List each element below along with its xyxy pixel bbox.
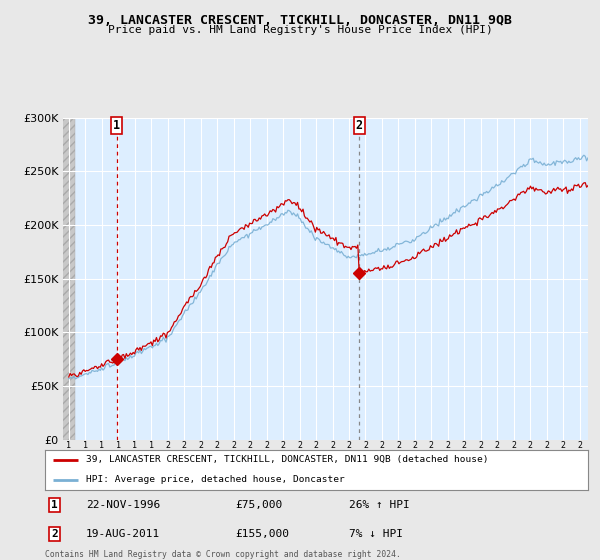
Text: 39, LANCASTER CRESCENT, TICKHILL, DONCASTER, DN11 9QB (detached house): 39, LANCASTER CRESCENT, TICKHILL, DONCAS… bbox=[86, 455, 488, 464]
Text: 2: 2 bbox=[52, 529, 58, 539]
Text: 26% ↑ HPI: 26% ↑ HPI bbox=[349, 500, 410, 510]
Text: 7% ↓ HPI: 7% ↓ HPI bbox=[349, 529, 403, 539]
Text: HPI: Average price, detached house, Doncaster: HPI: Average price, detached house, Donc… bbox=[86, 475, 344, 484]
Text: 19-AUG-2011: 19-AUG-2011 bbox=[86, 529, 160, 539]
Text: 22-NOV-1996: 22-NOV-1996 bbox=[86, 500, 160, 510]
Text: 1: 1 bbox=[113, 119, 120, 132]
Text: 39, LANCASTER CRESCENT, TICKHILL, DONCASTER, DN11 9QB: 39, LANCASTER CRESCENT, TICKHILL, DONCAS… bbox=[88, 14, 512, 27]
Text: 1: 1 bbox=[52, 500, 58, 510]
Text: 2: 2 bbox=[356, 119, 363, 132]
Text: Contains HM Land Registry data © Crown copyright and database right 2024.
This d: Contains HM Land Registry data © Crown c… bbox=[45, 550, 401, 560]
Text: £75,000: £75,000 bbox=[235, 500, 282, 510]
Text: Price paid vs. HM Land Registry's House Price Index (HPI): Price paid vs. HM Land Registry's House … bbox=[107, 25, 493, 35]
Text: £155,000: £155,000 bbox=[235, 529, 289, 539]
